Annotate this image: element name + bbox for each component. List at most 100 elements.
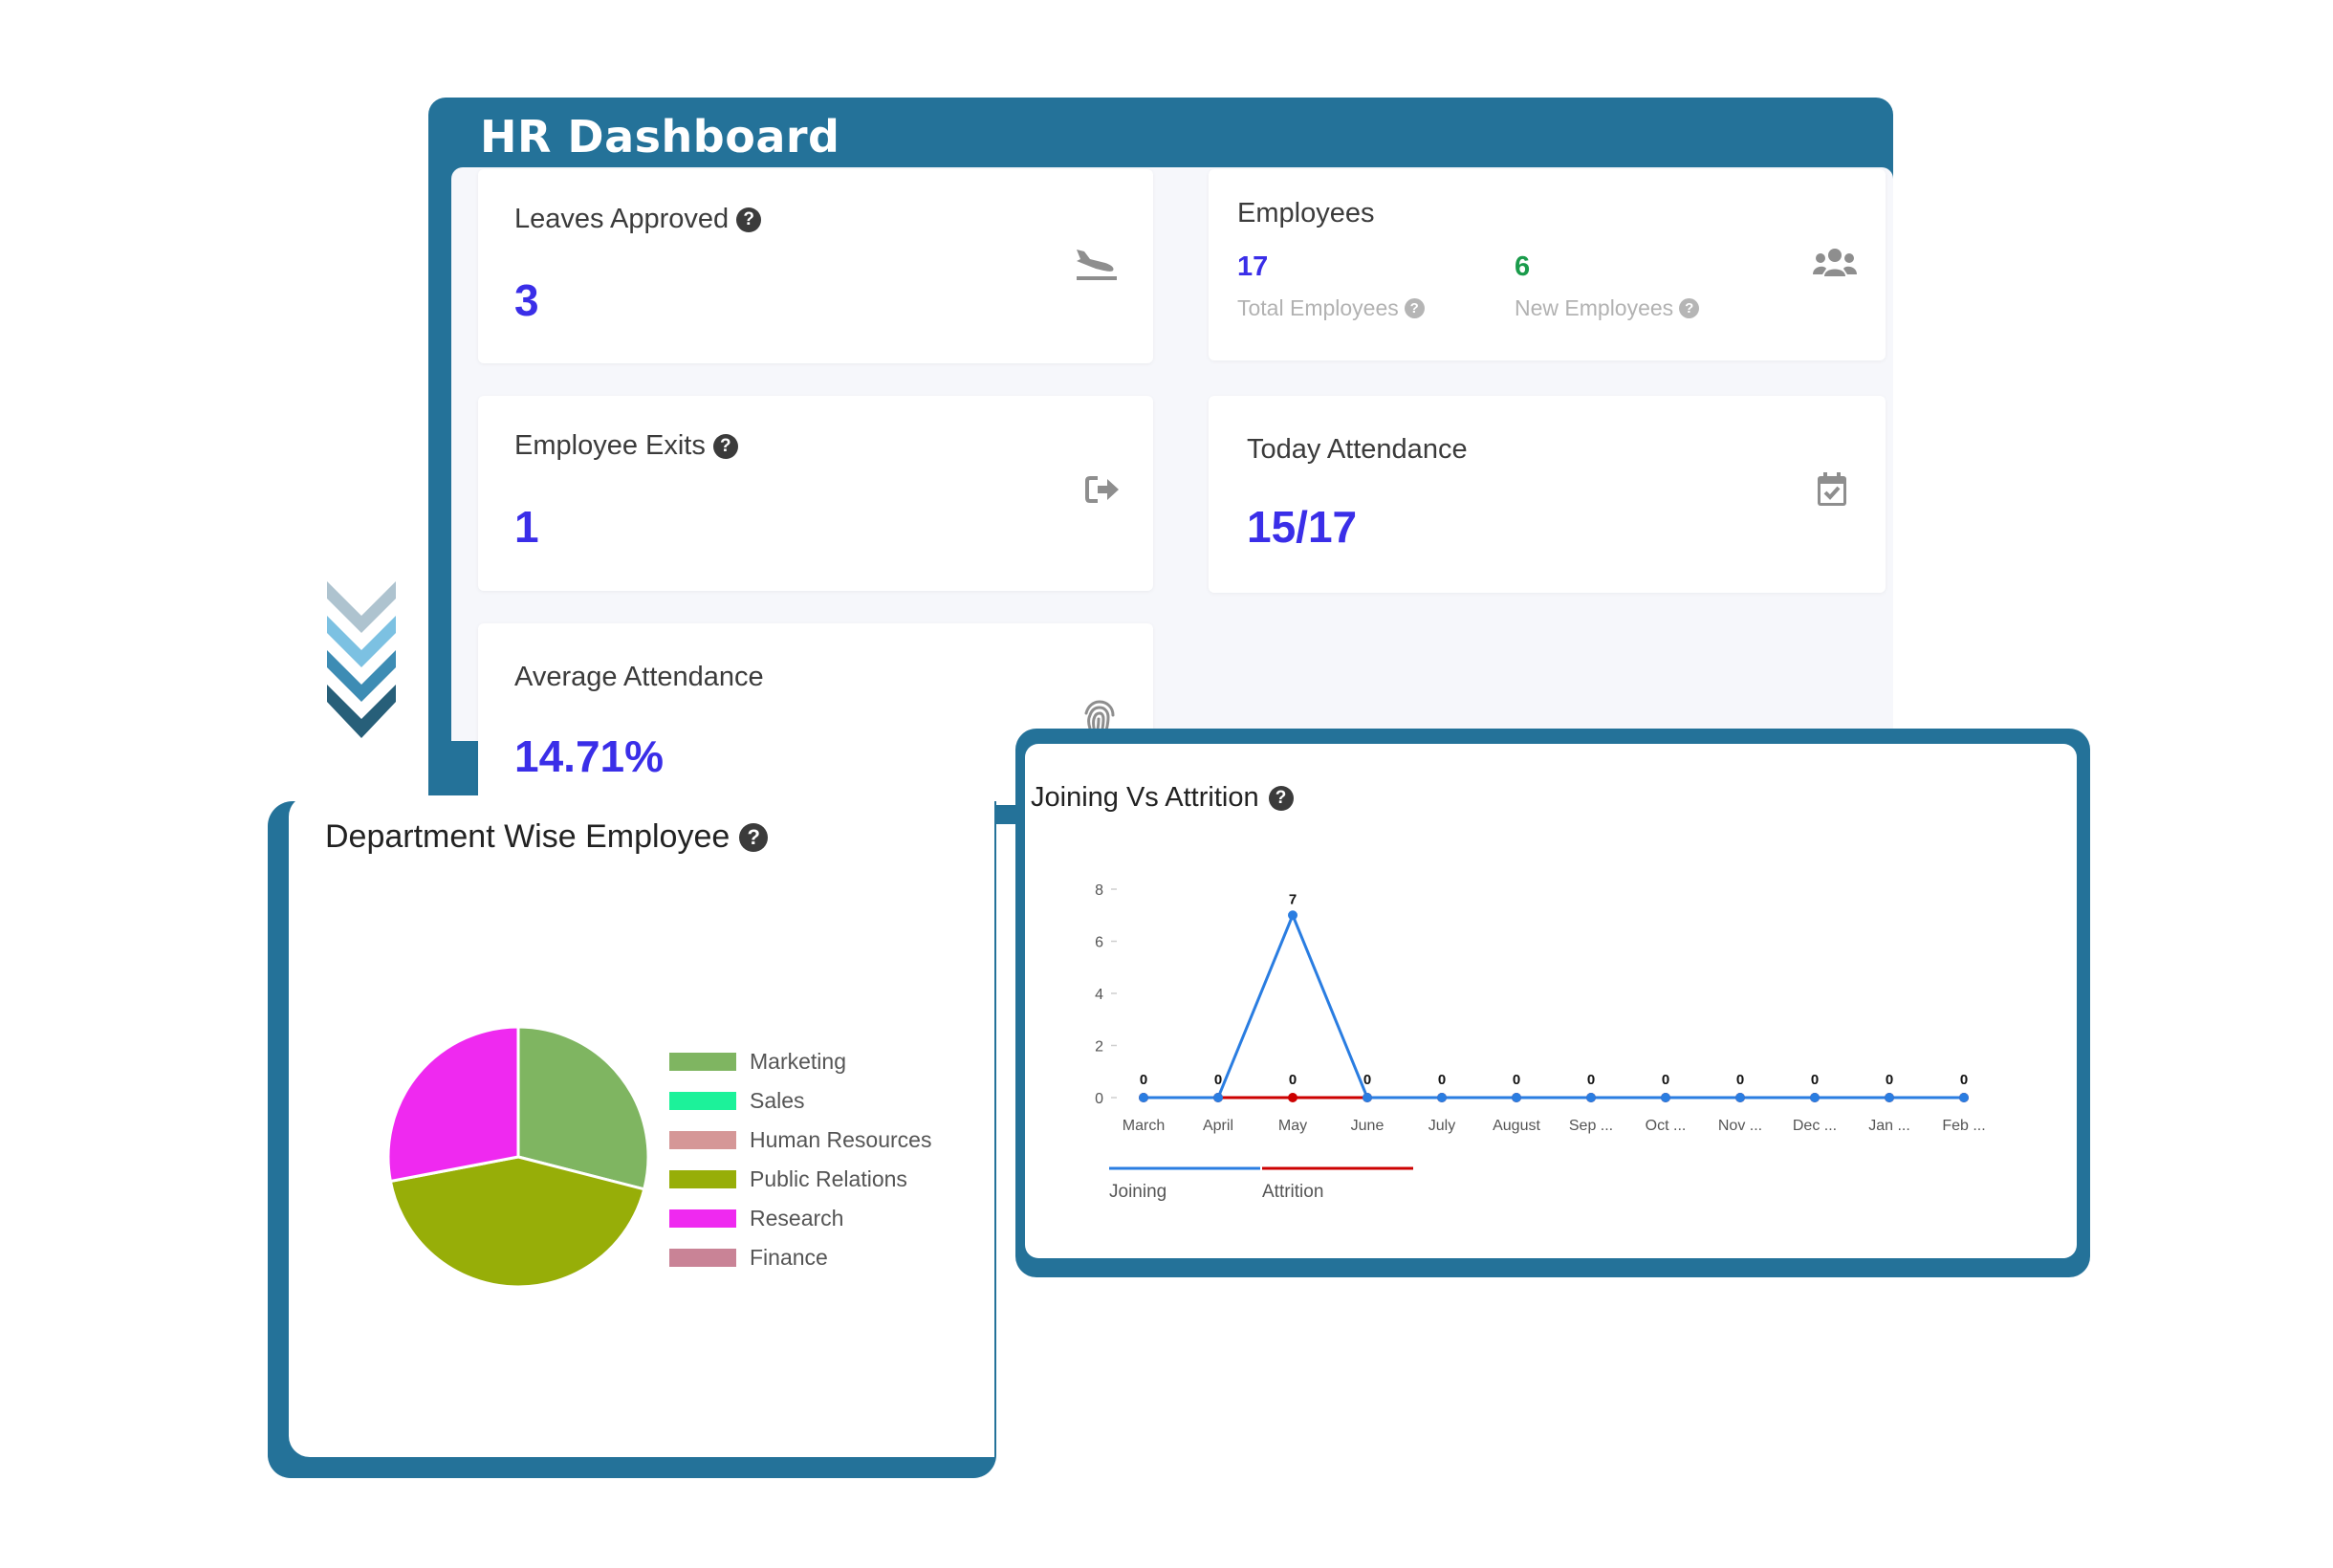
- legend-item[interactable]: Research: [669, 1199, 947, 1238]
- data-point-joining[interactable]: [1288, 910, 1297, 921]
- card-title: Employees: [1237, 198, 1375, 229]
- help-icon[interactable]: ?: [739, 822, 769, 852]
- x-tick-label: Dec ...: [1793, 1118, 1837, 1134]
- legend-swatch: [669, 1092, 736, 1110]
- data-point-joining[interactable]: [1586, 1093, 1596, 1102]
- data-point-joining[interactable]: [1213, 1093, 1223, 1102]
- legend-item[interactable]: Human Resources: [669, 1121, 947, 1160]
- help-icon[interactable]: ?: [1404, 298, 1425, 318]
- card-title: Leaves Approved: [514, 204, 730, 234]
- department-title-row: Department Wise Employee ?: [325, 818, 769, 856]
- data-label: 0: [1662, 1072, 1669, 1088]
- data-point-attrition[interactable]: [1288, 1093, 1297, 1102]
- legend-swatch: [669, 1249, 736, 1267]
- legend-label: Finance: [750, 1245, 828, 1270]
- legend-label[interactable]: Attrition: [1262, 1182, 1323, 1202]
- legend-label: Sales: [750, 1088, 805, 1113]
- chart-title: Department Wise Employee: [325, 818, 730, 855]
- x-tick-label: Feb ...: [1942, 1118, 1985, 1134]
- series-line-joining: [1144, 911, 1964, 1100]
- data-point-joining[interactable]: [1735, 1093, 1745, 1102]
- data-label: 0: [1736, 1072, 1744, 1088]
- total-employees-value: 17: [1237, 251, 1269, 282]
- employees-card[interactable]: Employees 17 Total Employees ? 6 New Emp…: [1209, 169, 1886, 360]
- x-tick-label: Oct ...: [1646, 1118, 1687, 1134]
- data-label: 0: [1513, 1072, 1520, 1088]
- data-label: 0: [1811, 1072, 1819, 1088]
- card-title: Employee Exits: [514, 430, 706, 461]
- help-icon[interactable]: ?: [1268, 785, 1294, 811]
- x-tick-label: March: [1123, 1118, 1165, 1134]
- card-value: 15/17: [1247, 502, 1358, 552]
- department-pie-chart: [386, 1025, 650, 1289]
- calendar-check-icon: [1818, 472, 1846, 506]
- data-point-joining[interactable]: [1363, 1093, 1372, 1102]
- legend-swatch: [669, 1170, 736, 1188]
- y-tick-label: 8: [1095, 882, 1103, 899]
- data-label: 0: [1363, 1072, 1371, 1088]
- leaves-approved-card[interactable]: Leaves Approved ? 3: [478, 169, 1153, 363]
- data-point-joining[interactable]: [1437, 1093, 1447, 1102]
- legend-swatch: [669, 1131, 736, 1149]
- x-tick-label: June: [1351, 1118, 1385, 1134]
- pie-slice-marketing[interactable]: [516, 1025, 650, 1191]
- legend-label: Marketing: [750, 1049, 846, 1074]
- data-point-joining[interactable]: [1810, 1093, 1820, 1102]
- data-label: 0: [1140, 1072, 1147, 1088]
- help-icon[interactable]: ?: [1679, 298, 1700, 318]
- pie-slice-public-relations[interactable]: [388, 1155, 646, 1289]
- help-icon[interactable]: ?: [712, 433, 738, 459]
- y-tick-label: 0: [1095, 1091, 1103, 1107]
- fingerprint-icon: [1084, 700, 1115, 736]
- pie-legend: Marketing Sales Human Resources Public Rela…: [669, 1042, 947, 1277]
- y-tick-label: 4: [1095, 987, 1103, 1003]
- legend-label: Research: [750, 1206, 844, 1230]
- x-tick-label: Sep ...: [1569, 1118, 1613, 1134]
- card-value: 14.71%: [514, 731, 665, 781]
- y-tick-label: 2: [1095, 1039, 1103, 1056]
- joining-attrition-title-row: Joining Vs Attrition ?: [1031, 782, 1294, 814]
- card-value: 3: [514, 275, 539, 325]
- legend-item[interactable]: Public Relations: [669, 1160, 947, 1199]
- x-tick-label: May: [1278, 1118, 1307, 1134]
- average-attendance-card[interactable]: Average Attendance 14.71%: [478, 623, 1153, 805]
- new-employees-value: 6: [1515, 251, 1531, 282]
- legend-label[interactable]: Joining: [1109, 1182, 1166, 1202]
- total-employees-label: Total Employees: [1237, 295, 1399, 320]
- x-tick-label: April: [1203, 1118, 1233, 1134]
- card-title: Average Attendance: [514, 662, 764, 692]
- data-point-joining[interactable]: [1661, 1093, 1670, 1102]
- card-value: 1: [514, 502, 539, 552]
- legend-swatch: [669, 1209, 736, 1228]
- data-label: 0: [1587, 1072, 1595, 1088]
- page-title: HR Dashboard: [480, 111, 840, 163]
- x-tick-label: Nov ...: [1718, 1118, 1762, 1134]
- data-point-joining[interactable]: [1959, 1093, 1969, 1102]
- chevron-stack-icon: [327, 581, 396, 738]
- data-label: 0: [1438, 1072, 1446, 1088]
- joining-attrition-chart: 0 2 4 6 8 March April May June July August Sep ... O…: [1095, 882, 1986, 1202]
- legend-label: Human Resources: [750, 1127, 932, 1152]
- legend-item[interactable]: Finance: [669, 1238, 947, 1277]
- x-tick-label: Jan ...: [1868, 1118, 1910, 1134]
- y-tick-label: 6: [1095, 935, 1103, 951]
- legend-item[interactable]: Marketing: [669, 1042, 947, 1081]
- plane-landing-icon: [1077, 250, 1117, 280]
- employee-exits-card[interactable]: Employee Exits ? 1: [478, 396, 1153, 591]
- data-point-joining[interactable]: [1512, 1093, 1521, 1102]
- pie-slice-research[interactable]: [386, 1025, 520, 1184]
- legend-swatch: [669, 1053, 736, 1071]
- data-label: 7: [1289, 891, 1297, 907]
- data-label: 0: [1289, 1072, 1297, 1088]
- today-attendance-card[interactable]: Today Attendance 15/17: [1209, 396, 1886, 593]
- data-label: 0: [1214, 1072, 1222, 1088]
- new-employees-label: New Employees: [1515, 295, 1674, 320]
- legend-item[interactable]: Sales: [669, 1081, 947, 1121]
- data-point-joining[interactable]: [1885, 1093, 1894, 1102]
- sign-out-icon: [1085, 476, 1119, 503]
- data-point-joining[interactable]: [1139, 1093, 1148, 1102]
- x-tick-label: July: [1428, 1118, 1455, 1134]
- x-tick-label: August: [1493, 1118, 1540, 1134]
- help-icon[interactable]: ?: [736, 207, 762, 232]
- joining-attrition-panel: [1025, 744, 2077, 1258]
